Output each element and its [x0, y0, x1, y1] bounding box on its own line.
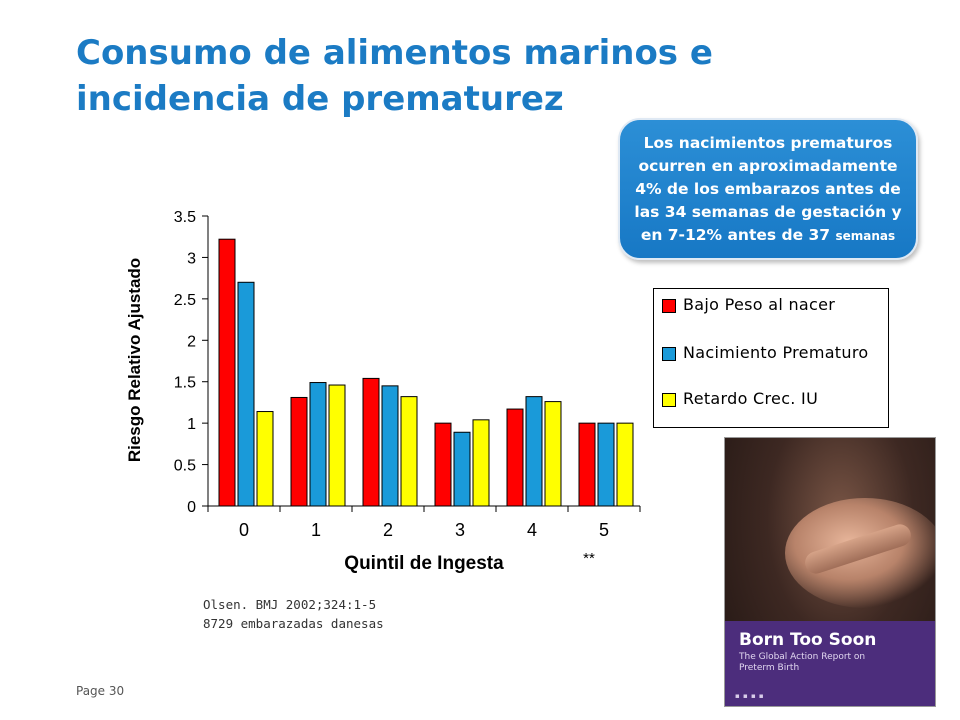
legend-item: Nacimiento Prematuro — [662, 343, 883, 363]
report-title: Born Too Soon — [739, 630, 877, 650]
bar — [472, 419, 490, 507]
y-tick-label: 3 — [187, 250, 196, 267]
bar — [381, 385, 399, 507]
bar — [616, 422, 634, 507]
bar — [328, 384, 346, 507]
legend-label: Bajo Peso al nacer — [683, 295, 836, 314]
x-axis-title: Quintil de Ingesta — [344, 553, 504, 574]
y-tick-label: 1.5 — [174, 375, 196, 392]
bar — [453, 431, 471, 507]
x-tick-label: 0 — [239, 520, 249, 540]
callout-line-small: semanas — [835, 229, 896, 243]
slide-title: Consumo de alimentos marinos e incidenci… — [76, 33, 713, 119]
x-tick-label: 5 — [599, 520, 609, 540]
legend-item: Retardo Crec. IU — [662, 389, 883, 409]
bar — [525, 396, 543, 507]
callout-line: ocurren en aproximadamente — [638, 157, 898, 175]
report-subtitle: The Global Action Report on Preterm Birt… — [739, 652, 866, 673]
callout-line: 4% de los embarazos antes de — [635, 180, 901, 198]
bar — [309, 382, 327, 507]
report-band — [725, 621, 935, 706]
x-tick-label: 1 — [311, 520, 321, 540]
legend-swatch — [662, 299, 676, 313]
bar — [434, 422, 452, 507]
bar — [290, 396, 308, 507]
y-tick-label: 2.5 — [174, 292, 196, 309]
bar — [506, 408, 524, 507]
callout-line-text: en 7-12% antes de 37 — [640, 226, 831, 244]
bar — [400, 396, 418, 507]
y-tick-label: 1 — [187, 416, 196, 433]
x-tick-label: 4 — [527, 520, 537, 540]
y-tick-label: 2 — [187, 333, 196, 350]
significance-annotation: ** — [583, 550, 595, 567]
preterm-birth-callout: Los nacimientos prematuros ocurren en ap… — [618, 118, 918, 260]
bar — [362, 377, 380, 507]
legend-swatch — [662, 347, 676, 361]
legend-label: Retardo Crec. IU — [683, 389, 819, 408]
bar — [237, 281, 255, 507]
report-cover-image: Born Too Soon The Global Action Report o… — [724, 437, 936, 707]
bar — [256, 411, 274, 507]
y-tick-label: 0.5 — [174, 458, 196, 475]
y-tick-label: 3.5 — [174, 209, 196, 226]
callout-line: Los nacimientos prematuros — [643, 134, 893, 152]
x-tick-label: 2 — [383, 520, 393, 540]
legend-item: Bajo Peso al nacer — [662, 295, 883, 315]
bar — [578, 422, 596, 507]
callout-line: en 7-12% antes de 37 semanas — [632, 224, 904, 248]
bar — [597, 422, 615, 507]
reference-sample: 8729 embarazadas danesas — [203, 616, 384, 631]
y-axis-title: Riesgo Relativo Ajustado — [125, 258, 144, 462]
reference-citation: Olsen. BMJ 2002;324:1-5 — [203, 597, 377, 612]
finger-shape — [802, 521, 914, 577]
report-logos: ▪ ▪ ▪ ▪ — [735, 692, 765, 700]
chart-legend: Bajo Peso al nacer Nacimiento Prematuro Re… — [653, 288, 889, 428]
y-tick-label: 0 — [187, 499, 196, 516]
legend-label: Nacimiento Prematuro — [683, 343, 869, 362]
reference-text: Olsen. BMJ 2002;324:1-5 8729 embarazadas… — [203, 595, 384, 633]
baby-hand-image — [785, 498, 935, 608]
bar — [218, 238, 236, 507]
x-tick-label: 3 — [455, 520, 465, 540]
callout-line: las 34 semanas de gestación y — [634, 203, 902, 221]
bar — [544, 401, 562, 507]
legend-swatch — [662, 393, 676, 407]
page-number: Page 30 — [76, 684, 125, 698]
